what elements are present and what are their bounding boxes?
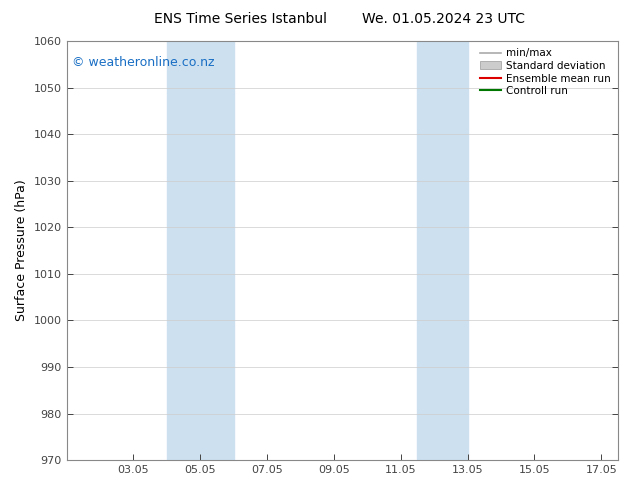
Legend: min/max, Standard deviation, Ensemble mean run, Controll run: min/max, Standard deviation, Ensemble me… [478,46,613,98]
Bar [167,41,234,460]
Text: ENS Time Series Istanbul: ENS Time Series Istanbul [155,12,327,26]
Y-axis label: Surface Pressure (hPa): Surface Pressure (hPa) [15,180,28,321]
Text: © weatheronline.co.nz: © weatheronline.co.nz [72,56,214,69]
Bar [417,41,468,460]
Text: We. 01.05.2024 23 UTC: We. 01.05.2024 23 UTC [362,12,526,26]
